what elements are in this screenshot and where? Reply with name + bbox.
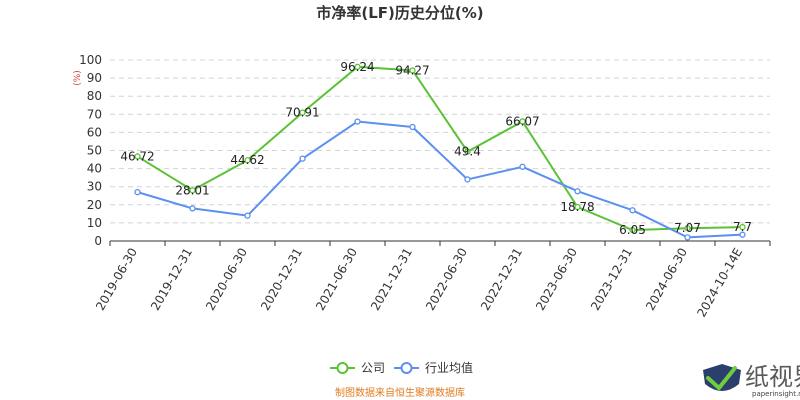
series-line-1: [137, 120, 743, 239]
data-label: 7.7: [733, 220, 752, 234]
series-point-0: [134, 153, 141, 160]
data-label: 46.72: [120, 149, 154, 163]
legend-item-company[interactable]: 公司: [330, 361, 385, 375]
legend: 公司 行业均值: [330, 360, 473, 375]
y-tick-label: 90: [87, 71, 102, 85]
series-line-0: [136, 65, 743, 232]
series-point-1: [409, 123, 416, 131]
x-tick-label: 2021-06-30: [313, 246, 360, 313]
series-point-0: [409, 67, 416, 74]
data-label: 6.05: [619, 223, 646, 237]
grid-lines: [110, 59, 770, 224]
legend-label-company: 公司: [361, 361, 385, 375]
series-point-0: [519, 118, 526, 125]
data-label: 94.27: [395, 63, 429, 77]
data-label: 66.07: [505, 114, 539, 128]
series-layer: [134, 63, 746, 241]
y-tick-label: 80: [87, 89, 102, 103]
x-tick-label: 2020-06-30: [203, 246, 250, 313]
y-tick-label: 70: [87, 107, 102, 121]
series-point-0: [629, 226, 636, 234]
series-point-0: [354, 63, 361, 70]
series-point-1: [574, 188, 581, 195]
checkmark-icon: [706, 366, 737, 390]
series-point-1: [464, 176, 471, 183]
data-label: 44.62: [230, 153, 264, 167]
data-label: 18.78: [560, 200, 594, 214]
y-tick-label: 20: [87, 198, 102, 212]
source-note: 制图数据来自恒生聚源数据库: [335, 386, 465, 399]
series-point-1: [684, 234, 691, 241]
series-point-0: [574, 203, 581, 211]
series-point-0: [684, 225, 691, 232]
series-point-1: [629, 207, 636, 214]
series-point-1: [739, 231, 746, 238]
x-tick-label: 2020-12-31: [258, 246, 305, 313]
x-tick-label: 2023-06-30: [533, 246, 580, 313]
x-tick-label: 2019-12-31: [148, 246, 195, 313]
y-tick-label: 30: [87, 180, 102, 194]
y-tick-label: 0: [94, 234, 102, 248]
data-label: 28.01: [175, 183, 209, 197]
y-tick-label: 40: [87, 162, 102, 176]
y-tick-label: 10: [87, 216, 102, 230]
watermark-url: paperinsight.net: [752, 390, 800, 398]
x-tick-label: 2019-06-30: [93, 246, 140, 313]
legend-item-industry-avg[interactable]: 行业均值: [394, 360, 473, 375]
data-label: 96.24: [340, 60, 374, 74]
x-tick-label: 2022-06-30: [423, 246, 470, 313]
x-tick-label: 2023-12-31: [588, 246, 635, 313]
data-labels: 46.72 28.01 44.62 70.91 96.24 94.27 49.4 66.07 1…: [120, 60, 752, 237]
data-label: 70.91: [285, 106, 319, 120]
watermark-text: 纸视界: [745, 363, 800, 391]
y-tick-label: 50: [87, 144, 102, 158]
series-point-1: [134, 188, 141, 196]
y-axis-ticks: 0 10 20 30 40 50 60 70 80 90 100: [79, 53, 102, 248]
x-tick-label: 2024-06-30: [643, 246, 690, 313]
x-tick-label: 2022-12-31: [478, 246, 525, 313]
series-point-0: [464, 148, 471, 155]
series-point-1: [244, 212, 251, 219]
x-axis-ticks: 2019-06-30 2019-12-31 2020-06-30 2020-12-31…: [93, 241, 771, 320]
y-axis-unit: (%): [73, 70, 83, 86]
x-tick-label: 2021-12-31: [368, 246, 415, 313]
series-point-1: [299, 155, 306, 162]
series-point-0: [739, 223, 746, 231]
watermark-logo: 纸视界 paperinsight.net: [703, 363, 800, 398]
data-label: 49.4: [454, 145, 481, 159]
data-label: 7.07: [674, 221, 701, 235]
y-tick-label: 100: [79, 53, 102, 67]
x-tick-label: 2024-10-14E: [694, 246, 745, 320]
series-point-1: [354, 118, 361, 125]
series-point-1: [519, 163, 526, 170]
legend-label-industry-avg: 行业均值: [425, 360, 473, 375]
series-point-1: [189, 205, 196, 212]
series-point-0: [244, 157, 251, 164]
series-point-0: [299, 109, 306, 116]
y-tick-label: 60: [87, 125, 102, 139]
series-point-0: [189, 187, 196, 194]
chart-title: 市净率(LF)历史分位(%): [316, 4, 483, 22]
